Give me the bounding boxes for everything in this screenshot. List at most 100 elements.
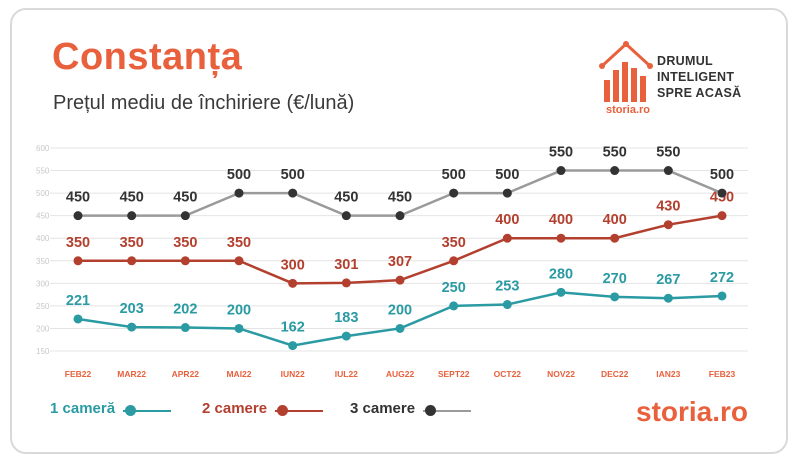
data-label: 550 bbox=[603, 145, 627, 161]
data-point bbox=[610, 233, 620, 243]
y-tick-label: 400 bbox=[36, 234, 50, 243]
data-point bbox=[288, 188, 298, 198]
data-point bbox=[610, 166, 620, 176]
x-tick-label: IAN23 bbox=[656, 369, 680, 379]
data-point bbox=[663, 293, 673, 303]
data-label: 301 bbox=[334, 257, 358, 273]
chart-subtitle: Prețul mediu de închiriere (€/lună) bbox=[53, 92, 355, 114]
brand-tagline: DRUMUL INTELIGENT SPRE ACASĂ bbox=[657, 53, 767, 101]
brand-tagline-line: DRUMUL bbox=[657, 54, 713, 68]
x-tick-label: NOV22 bbox=[547, 369, 575, 379]
data-point bbox=[395, 323, 405, 333]
data-point bbox=[341, 331, 351, 341]
data-point bbox=[502, 300, 512, 310]
legend-label: 1 cameră bbox=[50, 400, 116, 417]
data-point bbox=[556, 287, 566, 297]
data-point bbox=[449, 256, 459, 266]
data-label: 500 bbox=[227, 167, 251, 183]
legend-item: 1 cameră bbox=[50, 400, 171, 418]
data-label: 450 bbox=[173, 190, 197, 206]
data-point bbox=[556, 166, 566, 176]
data-point bbox=[341, 278, 351, 288]
x-tick-label: MAI22 bbox=[226, 369, 251, 379]
data-label: 350 bbox=[442, 235, 466, 251]
y-tick-label: 200 bbox=[36, 324, 50, 333]
x-tick-label: IUN22 bbox=[281, 369, 305, 379]
brand-tagline-line: SPRE ACASĂ bbox=[657, 86, 742, 100]
legend-dot-swatch bbox=[277, 405, 288, 416]
data-label: 350 bbox=[120, 235, 144, 251]
logo-small-text: storia.ro bbox=[606, 104, 651, 116]
data-label: 430 bbox=[656, 199, 680, 215]
data-label: 203 bbox=[120, 301, 144, 317]
data-point bbox=[234, 323, 244, 333]
data-label: 267 bbox=[656, 272, 680, 288]
data-point bbox=[73, 211, 83, 221]
data-label: 450 bbox=[120, 190, 144, 206]
data-point bbox=[127, 256, 137, 266]
data-point bbox=[180, 323, 190, 333]
x-tick-label: APR22 bbox=[172, 369, 200, 379]
y-tick-label: 500 bbox=[36, 189, 50, 198]
house-bars-logo-icon bbox=[599, 41, 653, 102]
legend-line-swatch bbox=[423, 410, 471, 412]
data-label: 400 bbox=[603, 212, 627, 228]
x-tick-label: OCT22 bbox=[494, 369, 522, 379]
data-label: 500 bbox=[281, 167, 305, 183]
x-tick-label: MAR22 bbox=[117, 369, 146, 379]
y-tick-label: 250 bbox=[36, 302, 50, 311]
data-label: 270 bbox=[603, 271, 627, 287]
data-label: 500 bbox=[710, 167, 734, 183]
brand-tagline-line: INTELIGENT bbox=[657, 70, 735, 84]
x-tick-label: FEB23 bbox=[709, 369, 736, 379]
data-label: 350 bbox=[227, 235, 251, 251]
legend-label: 2 camere bbox=[202, 400, 268, 417]
legend-line-swatch bbox=[123, 410, 171, 412]
data-point bbox=[449, 188, 459, 198]
data-point bbox=[502, 233, 512, 243]
legend-item: 3 camere bbox=[350, 400, 471, 418]
data-label: 250 bbox=[442, 280, 466, 296]
data-label: 450 bbox=[334, 190, 358, 206]
data-point bbox=[502, 188, 512, 198]
chart-card bbox=[10, 8, 788, 454]
y-tick-label: 600 bbox=[36, 144, 50, 153]
data-label: 200 bbox=[388, 302, 412, 318]
data-point bbox=[73, 314, 83, 324]
data-point bbox=[288, 341, 298, 351]
data-point bbox=[180, 256, 190, 266]
data-label: 450 bbox=[388, 190, 412, 206]
data-point bbox=[341, 211, 351, 221]
y-tick-label: 550 bbox=[36, 167, 50, 176]
data-label: 280 bbox=[549, 266, 573, 282]
chart-title: Constanța bbox=[52, 36, 243, 78]
y-tick-label: 450 bbox=[36, 212, 50, 221]
storia-footer-logo: storia.ro bbox=[636, 396, 749, 427]
x-tick-label: AUG22 bbox=[386, 369, 415, 379]
data-label: 202 bbox=[173, 302, 197, 318]
data-point bbox=[717, 291, 727, 301]
data-point bbox=[234, 188, 244, 198]
data-label: 183 bbox=[334, 310, 358, 326]
data-label: 500 bbox=[495, 167, 519, 183]
data-label: 450 bbox=[66, 190, 90, 206]
x-tick-label: DEC22 bbox=[601, 369, 629, 379]
legend-dot-swatch bbox=[425, 405, 436, 416]
data-label: 550 bbox=[656, 145, 680, 161]
data-point bbox=[127, 211, 137, 221]
series-line bbox=[77, 291, 723, 347]
y-tick-label: 150 bbox=[36, 347, 50, 356]
line-chart: 150 200 250 300 350 400 450 500 550 600 FEB22 MAR22… bbox=[36, 144, 748, 379]
data-label: 400 bbox=[495, 212, 519, 228]
data-label: 272 bbox=[710, 270, 734, 286]
data-label: 300 bbox=[281, 257, 305, 273]
y-tick-label: 350 bbox=[36, 257, 50, 266]
data-point bbox=[288, 278, 298, 288]
x-tick-label: SEPT22 bbox=[438, 369, 470, 379]
legend-line-swatch bbox=[275, 410, 323, 412]
legend-item: 2 camere bbox=[202, 400, 323, 418]
data-point bbox=[717, 211, 727, 221]
data-point bbox=[663, 166, 673, 176]
legend-dot-swatch bbox=[125, 405, 136, 416]
data-point bbox=[449, 301, 459, 311]
